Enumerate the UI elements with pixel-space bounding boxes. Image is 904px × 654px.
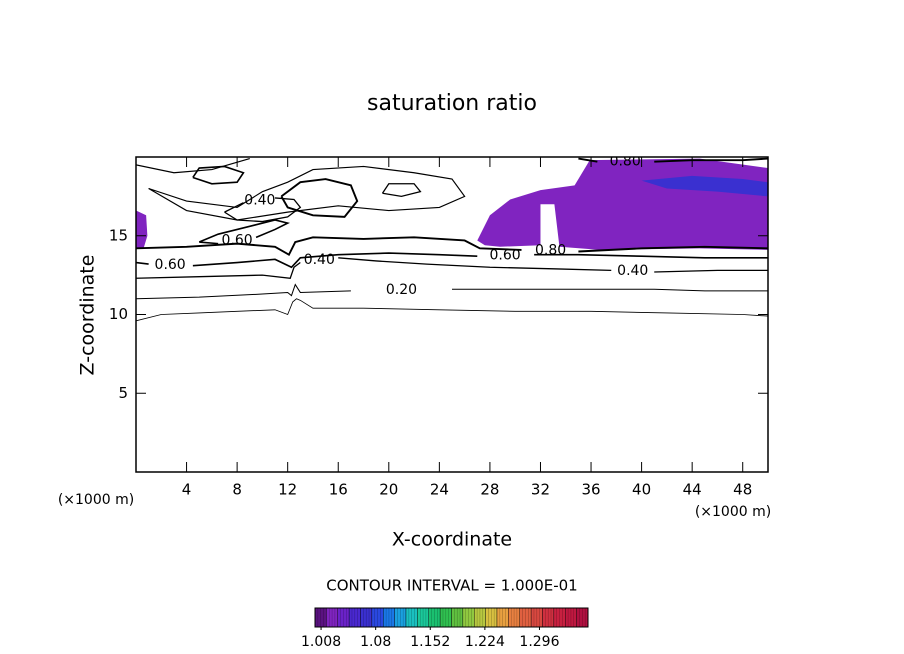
y-tick-label: 15	[109, 226, 128, 244]
contour-line	[136, 236, 768, 256]
y-tick-label: 5	[118, 384, 128, 402]
y-axis-label: Z-coordinate	[77, 255, 99, 376]
contour-line	[136, 257, 768, 279]
chart-title: saturation ratio	[367, 91, 537, 116]
colorbar-label: 1.296	[519, 634, 559, 650]
x-tick-label: 12	[278, 481, 297, 499]
contour-label: 0.60	[222, 232, 253, 248]
contour-label: 0.80	[535, 243, 566, 259]
contour-interval: CONTOUR INTERVAL = 1.000E-01	[326, 577, 577, 595]
contour-line	[280, 178, 359, 218]
x-tick-label: 40	[632, 481, 651, 499]
x-tick-label: 4	[182, 481, 192, 499]
contour-line	[148, 165, 466, 221]
contour-line	[136, 158, 250, 174]
colorbar-label: 1.08	[360, 634, 391, 650]
contour-label: 0.40	[617, 263, 648, 279]
colorbar-label: 1.224	[465, 634, 505, 650]
contour-label: 0.80	[610, 154, 641, 170]
x-tick-label: 32	[531, 481, 550, 499]
colorbar-label: 1.152	[410, 634, 450, 650]
x-tick-label: 8	[232, 481, 242, 499]
x-units: (×1000 m)	[695, 504, 771, 520]
contour-label: 0.20	[386, 282, 417, 298]
y-units: (×1000 m)	[58, 492, 134, 508]
x-tick-label: 48	[733, 481, 752, 499]
y-tick-label: 10	[109, 305, 128, 323]
shaded-region	[136, 210, 148, 249]
contour-label: 0.60	[490, 247, 521, 263]
contour-label: 0.40	[244, 192, 275, 208]
contour-line	[198, 219, 290, 245]
contour-line	[136, 252, 768, 269]
contour-line	[381, 183, 422, 198]
x-tick-label: 28	[480, 481, 499, 499]
x-axis-label: X-coordinate	[392, 529, 512, 551]
contour-line	[136, 298, 768, 322]
contour-label: 0.60	[155, 257, 186, 273]
x-tick-label: 44	[683, 481, 702, 499]
contour-line	[192, 165, 245, 185]
contour-line	[578, 157, 768, 163]
x-tick-label: 20	[379, 481, 398, 499]
shaded-region	[641, 175, 768, 197]
x-tick-label: 36	[581, 481, 600, 499]
contour-line	[136, 283, 768, 300]
colorbar-label: 1.008	[301, 634, 341, 650]
plot-area: 0.200.400.400.600.60 0.800.800.400.60	[136, 154, 768, 322]
x-tick-label: 24	[430, 481, 449, 499]
x-tick-label: 16	[329, 481, 348, 499]
shaded-region	[477, 158, 768, 250]
colorbar-frame	[314, 607, 589, 628]
